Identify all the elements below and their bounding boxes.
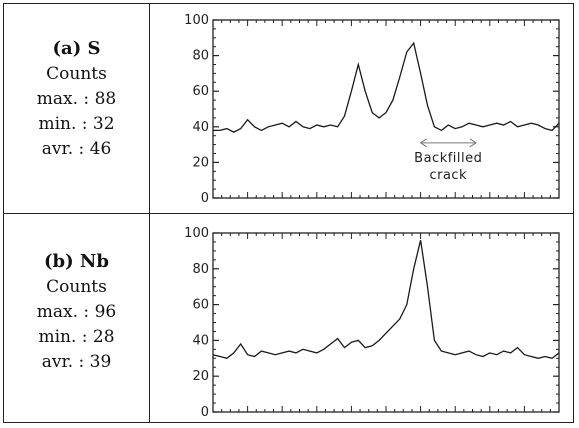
panel-b-min: min. : 28 [4,327,149,347]
chart-1-ytick-label: 0 [201,405,209,420]
chart-0-ytick-label: 0 [201,191,209,206]
panel-a-avr: avr. : 46 [4,139,149,159]
panel-b-title: (b) Nb [4,251,149,272]
chart-0-ytick-label: 20 [192,155,209,170]
panel-b-max: max. : 96 [4,302,149,322]
panel-a-counts-label: Counts [4,64,149,84]
chart-0-ytick-label: 40 [192,120,209,135]
chart-1-ytick-label: 20 [192,369,209,384]
panel-a: (a) S Counts max. : 88 min. : 32 avr. : … [4,4,573,214]
panel-b-info: (b) Nb Counts max. : 96 min. : 28 avr. :… [4,213,150,423]
panel-b-avr: avr. : 39 [4,352,149,372]
panel-a-info: (a) S Counts max. : 88 min. : 32 avr. : … [4,4,150,213]
chart-0-series-line [213,43,559,132]
chart-0-ytick-label: 60 [192,84,209,99]
chart-1-series-line [213,240,559,358]
chart-1-ytick-label: 60 [192,298,209,313]
chart-1-ytick-label: 100 [184,226,209,241]
chart-0-ytick-label: 80 [192,49,209,64]
panel-b-chart: 0 20 40 60 80 100 [150,213,575,423]
chart-0-ytick-label: 100 [184,13,209,28]
panel-a-min: min. : 32 [4,114,149,134]
chart-1-ytick-label: 80 [192,262,209,277]
chart-0-annotation-line: Backfilled [414,151,482,166]
panel-a-title: (a) S [4,38,149,59]
chart-0-annotation-line: crack [429,168,467,183]
chart-1-ytick-label: 40 [192,333,209,348]
panel-a-chart: 0 20 40 60 80 100 Backfilled crack [150,4,575,213]
chart-0-plot-area [213,20,559,198]
panel-b: (b) Nb Counts max. : 96 min. : 28 avr. :… [4,213,573,423]
panel-a-max: max. : 88 [4,89,149,109]
panel-b-counts-label: Counts [4,277,149,297]
figure-frame: (a) S Counts max. : 88 min. : 32 avr. : … [3,3,574,423]
chart-1-plot-area [213,233,559,412]
